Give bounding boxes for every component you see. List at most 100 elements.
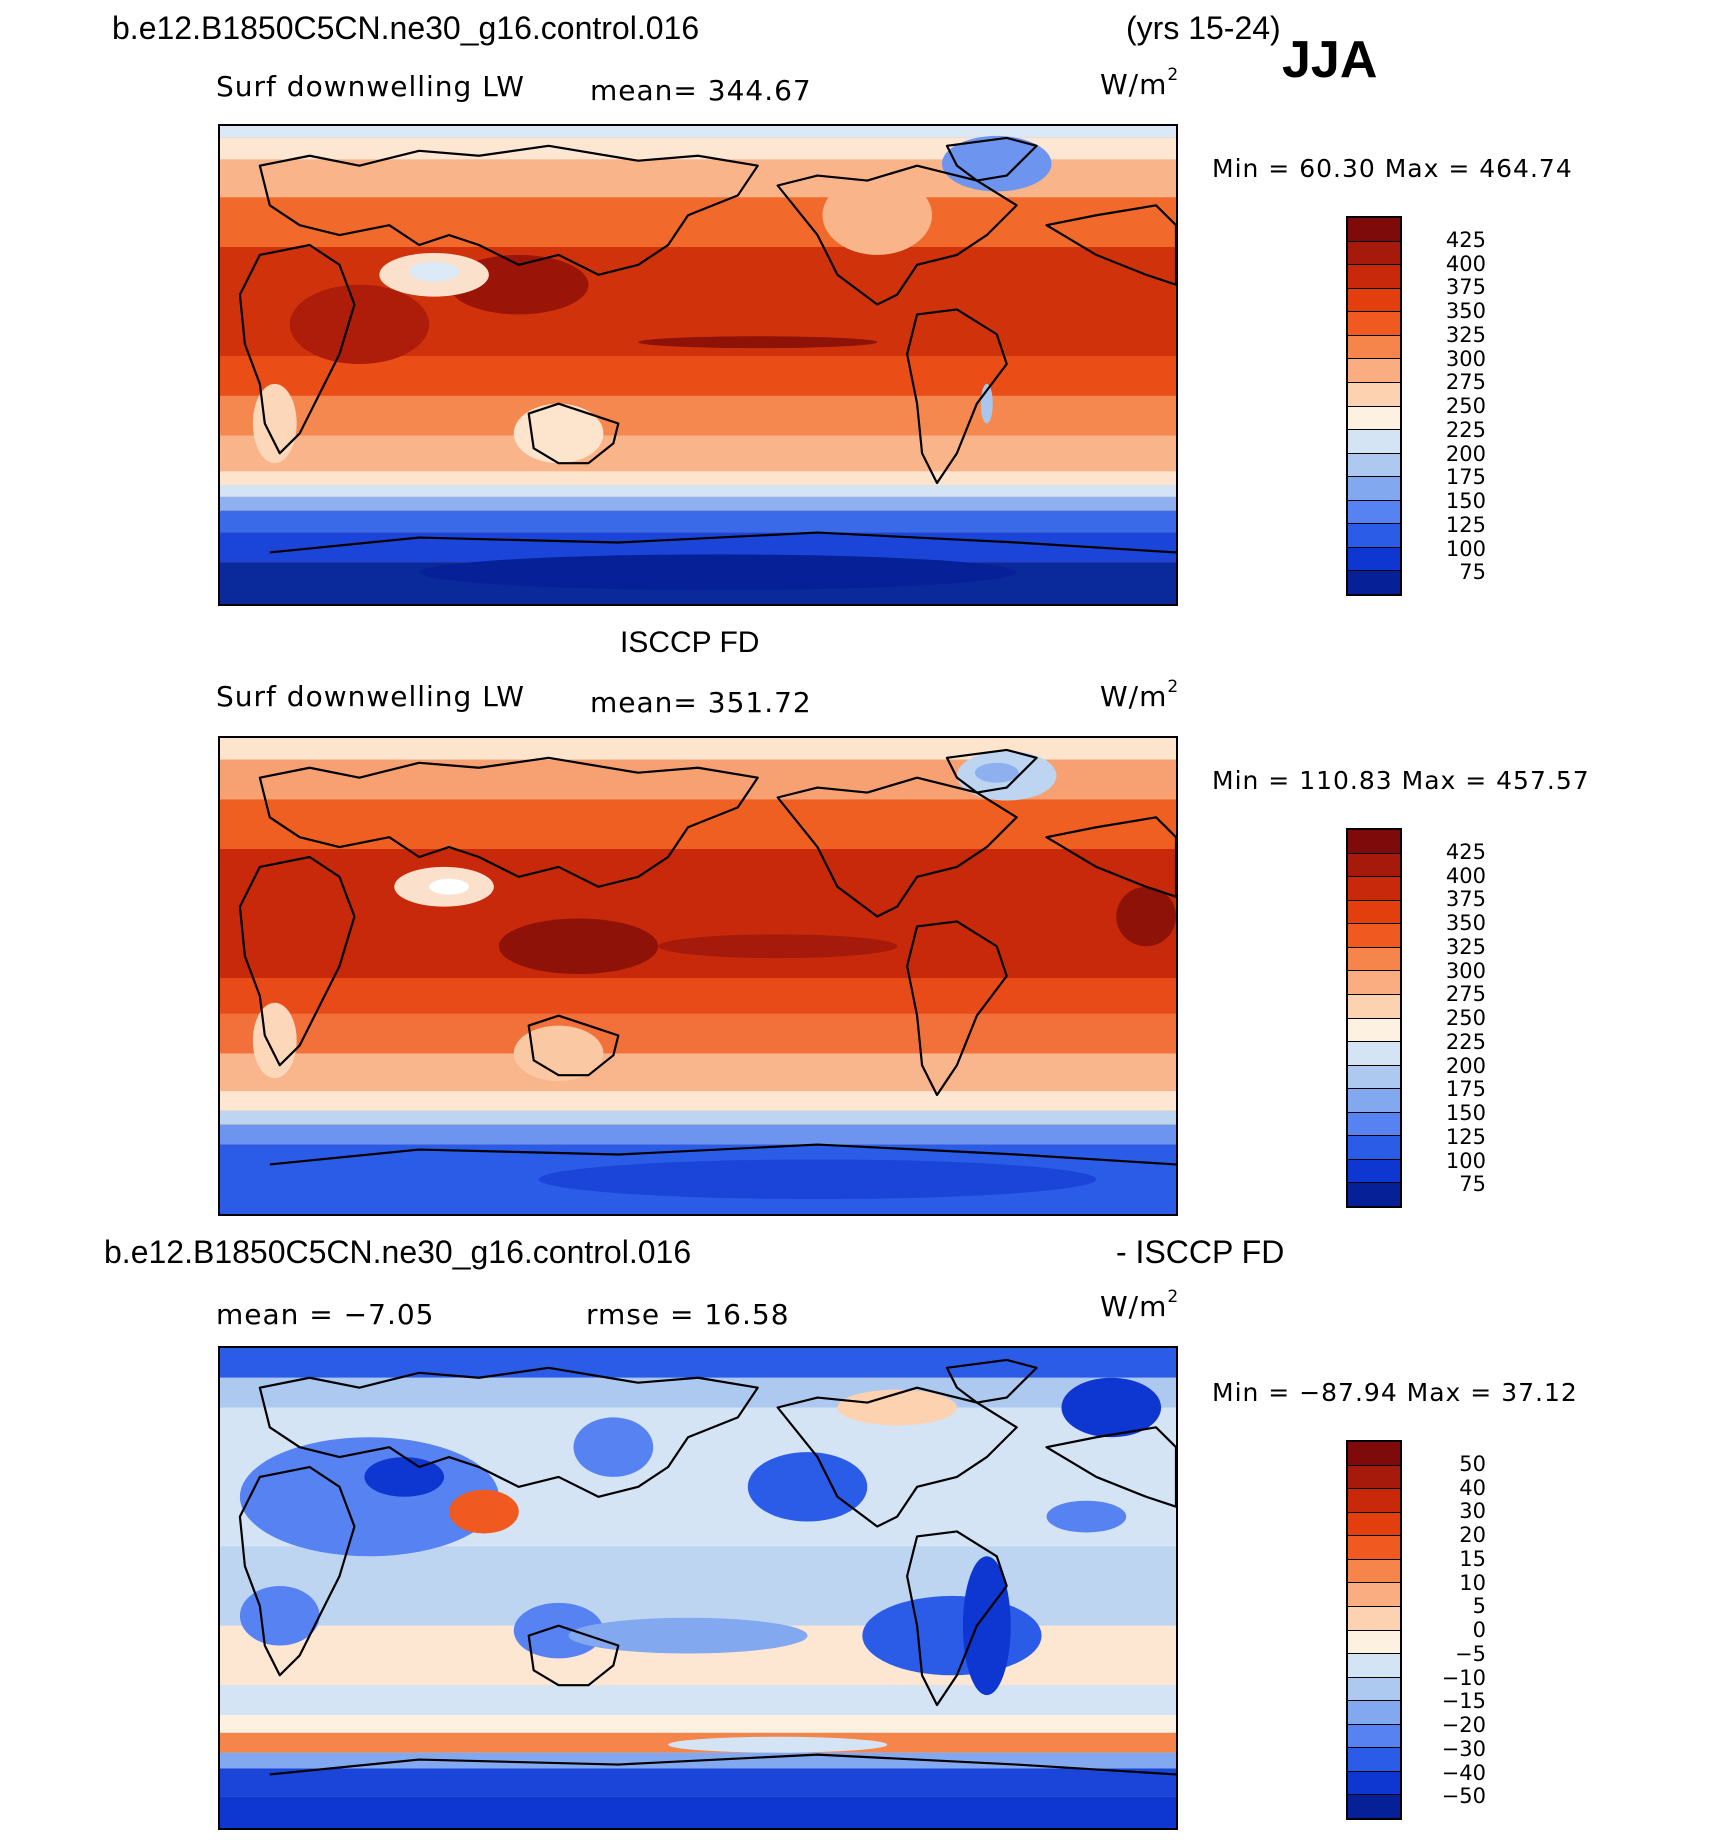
coastline: [906, 920, 1008, 1097]
panel2-mean: mean= 351.72: [590, 686, 812, 719]
colorbar-panel1-tick-label: 425: [1445, 227, 1486, 252]
coastline: [238, 1465, 356, 1677]
coastline: [776, 1386, 1018, 1528]
colorbar-panel3-tick-label: 30: [1459, 1499, 1486, 1524]
panel1-mean: mean= 344.67: [590, 74, 812, 107]
coastline-overlay: [238, 1358, 1176, 1776]
colorbar-panel1-tick-label: 175: [1445, 465, 1486, 490]
coastline: [238, 243, 356, 455]
colorbar-panel3-tick-label: 15: [1459, 1546, 1486, 1571]
panel3-map: [218, 1346, 1178, 1830]
colorbar-panel1-tick-label: 75: [1459, 560, 1486, 585]
colorbar-panel3-tick-label: −10: [1441, 1665, 1486, 1690]
colorbar-panel3-swatch: [1348, 1770, 1400, 1795]
coastline-overlay: [238, 136, 1176, 554]
coastline: [238, 855, 356, 1067]
coastline: [1045, 204, 1176, 286]
colorbar-panel1-tick-label: 200: [1445, 441, 1486, 466]
colorbar-panel1-tick-label: 325: [1445, 322, 1486, 347]
colorbar-panel2-tick-label: 350: [1445, 911, 1486, 935]
colorbar-panel3-tick-label: −20: [1441, 1713, 1486, 1737]
season-label: JJA: [1282, 31, 1378, 89]
colorbar-panel3-swatch: [1348, 1605, 1400, 1630]
panel1-minmax: Min = 60.30 Max = 464.74: [1212, 154, 1573, 183]
colorbar-panel1-swatch: [1348, 523, 1400, 547]
colorbar-panel3-tick-label: −30: [1441, 1736, 1486, 1761]
colorbar-panel2-swatch: [1348, 1017, 1400, 1042]
coastline: [906, 1530, 1008, 1707]
colorbar-panel1-swatch: [1348, 334, 1400, 359]
coastline: [945, 748, 1038, 794]
colorbar-panel3-tick-label: −50: [1441, 1784, 1486, 1809]
colorbar-panel1-swatch: [1348, 381, 1400, 406]
colorbar-panel3-swatch: [1348, 1464, 1400, 1489]
colorbar-panel1-swatch: [1348, 476, 1400, 500]
coastline: [527, 1014, 620, 1077]
colorbar-panel2-swatch: [1348, 1182, 1400, 1206]
panel1-variable: Surf downwelling LW: [216, 70, 525, 103]
colorbar-panel2-swatch: [1348, 993, 1400, 1018]
colorbar-panel2-tick-label: 425: [1445, 839, 1486, 864]
coastline: [906, 308, 1008, 485]
colorbar-panel2-swatch: [1348, 1041, 1400, 1065]
panel3-rmse: rmse = 16.58: [586, 1298, 790, 1331]
colorbar-panel2: [1346, 828, 1402, 1208]
colorbar-panel2-swatch: [1348, 1135, 1400, 1159]
colorbar-panel1-swatch: [1348, 570, 1400, 594]
colorbar-panel3-tick-label: 10: [1459, 1570, 1486, 1595]
colorbar-panel3-tick-label: 20: [1459, 1523, 1486, 1547]
colorbar-panel1-tick-label: 375: [1445, 275, 1486, 300]
isccp-lw-field: [220, 738, 1176, 1214]
colorbar-panel1-tick-label: 125: [1445, 512, 1486, 537]
colorbar-panel2-swatch: [1348, 876, 1400, 900]
coastline-overlay: [238, 748, 1176, 1166]
panel3-mean: mean = −7.05: [216, 1298, 435, 1331]
coastline: [945, 1358, 1038, 1404]
colorbar-panel2-tick-label: 100: [1445, 1148, 1486, 1173]
colorbar-panel1-swatch: [1348, 218, 1400, 241]
colorbar-panel3-swatch: [1348, 1442, 1400, 1465]
case-title: b.e12.B1850C5CN.ne30_g16.control.016: [112, 10, 700, 46]
colorbar-panel1-swatch: [1348, 264, 1400, 288]
colorbar-panel2-tick-label: 300: [1445, 958, 1486, 983]
coastline: [269, 1143, 1176, 1166]
colorbar-panel3-tick-label: −5: [1455, 1641, 1486, 1666]
colorbar-panel2-tick-label: 275: [1445, 982, 1486, 1007]
colorbar-panel1-swatch: [1348, 546, 1400, 571]
colorbar-panel2-tick-label: 125: [1445, 1124, 1486, 1149]
colorbar-panel3-swatch: [1348, 1582, 1400, 1606]
colorbar-panel3: [1346, 1440, 1402, 1820]
panel2-variable: Surf downwelling LW: [216, 680, 525, 713]
panel3-title-right: - ISCCP FD: [1116, 1234, 1285, 1270]
panel1-map: [218, 124, 1178, 606]
model-lw-field: [220, 126, 1176, 604]
panel1-units: W/m2: [1100, 64, 1180, 101]
colorbar-panel1-swatch: [1348, 499, 1400, 524]
colorbar-panel2-swatch: [1348, 1088, 1400, 1112]
colorbar-panel2-swatch: [1348, 970, 1400, 994]
colorbar-panel2-tick-label: 400: [1445, 863, 1486, 888]
colorbar-panel1-tick-label: 275: [1445, 370, 1486, 395]
colorbar-panel2-tick-label: 225: [1445, 1029, 1486, 1054]
colorbar-panel3-tick-label: 50: [1459, 1451, 1486, 1476]
panel2-minmax: Min = 110.83 Max = 457.57: [1212, 766, 1590, 795]
coastline: [1045, 816, 1176, 898]
colorbar-panel2-swatch: [1348, 852, 1400, 877]
colorbar-panel1: [1346, 216, 1402, 596]
colorbar-panel2-swatch: [1348, 1158, 1400, 1183]
colorbar-panel1-swatch: [1348, 311, 1400, 335]
colorbar-panel3-swatch: [1348, 1558, 1400, 1583]
colorbar-panel1-tick-label: 100: [1445, 536, 1486, 561]
colorbar-panel2-tick-label: 375: [1445, 887, 1486, 912]
colorbar-panel1-swatch: [1348, 287, 1400, 312]
colorbar-panel3-swatch: [1348, 1511, 1400, 1536]
difference-field: [220, 1348, 1176, 1828]
coastline: [269, 1753, 1176, 1776]
coastline: [1045, 1426, 1176, 1508]
colorbar-panel1-swatch: [1348, 452, 1400, 477]
colorbar-panel3-tick-label: 0: [1472, 1618, 1486, 1642]
colorbar-panel2-tick-label: 175: [1445, 1077, 1486, 1102]
coastline: [269, 531, 1176, 554]
colorbar-panel1-swatch: [1348, 240, 1400, 265]
colorbar-panel3-swatch: [1348, 1676, 1400, 1701]
